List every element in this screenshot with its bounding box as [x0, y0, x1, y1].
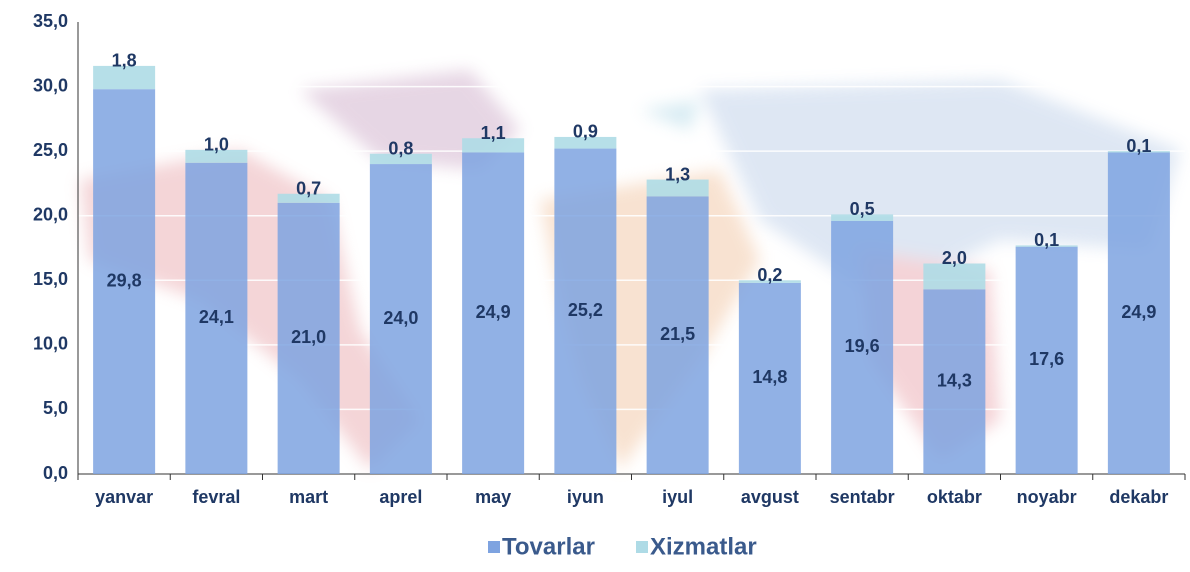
y-tick-label: 0,0 [43, 463, 68, 483]
data-label: 29,8 [107, 270, 142, 290]
bar-segment [185, 149, 248, 163]
y-tick-label: 5,0 [43, 398, 68, 418]
bar-segment [831, 214, 894, 221]
bar-segment [738, 280, 801, 283]
data-label: 24,9 [476, 302, 511, 322]
x-tick-label: iyun [567, 487, 604, 507]
y-tick-label: 15,0 [33, 269, 68, 289]
x-tick-label: mart [289, 487, 328, 507]
bar-segment [923, 289, 986, 474]
x-tick-label: oktabr [927, 487, 982, 507]
bar-segment [1107, 152, 1170, 475]
x-tick-label: sentabr [830, 487, 895, 507]
x-tick-label: aprel [379, 487, 422, 507]
data-label: 1,0 [204, 135, 229, 155]
y-tick-label: 30,0 [33, 75, 68, 95]
legend-label: Xizmatlar [650, 533, 757, 560]
bar-segment [646, 196, 709, 475]
data-label: 0,7 [296, 179, 321, 199]
data-label: 1,8 [112, 51, 137, 71]
bar-segment [369, 153, 432, 165]
data-label: 21,0 [291, 327, 326, 347]
x-tick-label: avgust [741, 487, 799, 507]
data-label: 2,0 [942, 248, 967, 268]
bar-segment [1015, 245, 1078, 247]
data-label: 21,5 [660, 324, 695, 344]
data-label: 0,1 [1126, 136, 1151, 156]
bar-segment [1015, 246, 1078, 474]
x-tick-label: may [475, 487, 511, 507]
x-tick-label: noyabr [1017, 487, 1077, 507]
data-label: 0,8 [388, 138, 413, 158]
bar-segment [923, 263, 986, 290]
data-label: 24,9 [1121, 302, 1156, 322]
data-label: 14,3 [937, 370, 972, 390]
bar-segment [554, 136, 617, 149]
bar-segment [93, 65, 156, 90]
bar-segment [462, 152, 525, 475]
data-label: 0,5 [850, 199, 875, 219]
x-tick-label: iyul [662, 487, 693, 507]
y-tick-label: 20,0 [33, 204, 68, 224]
x-tick-label: dekabr [1109, 487, 1168, 507]
data-label: 0,2 [757, 265, 782, 285]
y-tick-label: 10,0 [33, 334, 68, 354]
legend-swatch [636, 541, 648, 553]
bar-segment [554, 148, 617, 474]
bar-segment [93, 89, 156, 474]
data-label: 14,8 [752, 367, 787, 387]
bar-segment [462, 138, 525, 153]
bar-segment [277, 193, 340, 203]
y-tick-label: 25,0 [33, 140, 68, 160]
data-label: 24,0 [383, 308, 418, 328]
bar-segment [1107, 151, 1170, 153]
data-label: 0,1 [1034, 230, 1059, 250]
legend-swatch [488, 541, 500, 553]
data-label: 0,9 [573, 122, 598, 142]
bar-segment [277, 202, 340, 475]
x-tick-label: yanvar [95, 487, 153, 507]
bar-segment [185, 162, 248, 474]
data-label: 24,1 [199, 307, 234, 327]
x-tick-label: fevral [192, 487, 240, 507]
data-label: 1,1 [481, 123, 506, 143]
data-label: 19,6 [845, 336, 880, 356]
legend-label: Tovarlar [502, 533, 595, 560]
bar-segment [738, 282, 801, 474]
y-tick-label: 35,0 [33, 11, 68, 31]
data-label: 17,6 [1029, 349, 1064, 369]
bar-segment [369, 164, 432, 475]
data-label: 25,2 [568, 300, 603, 320]
bar-segment [831, 220, 894, 474]
data-label: 1,3 [665, 164, 690, 184]
bar-segment [646, 179, 709, 197]
